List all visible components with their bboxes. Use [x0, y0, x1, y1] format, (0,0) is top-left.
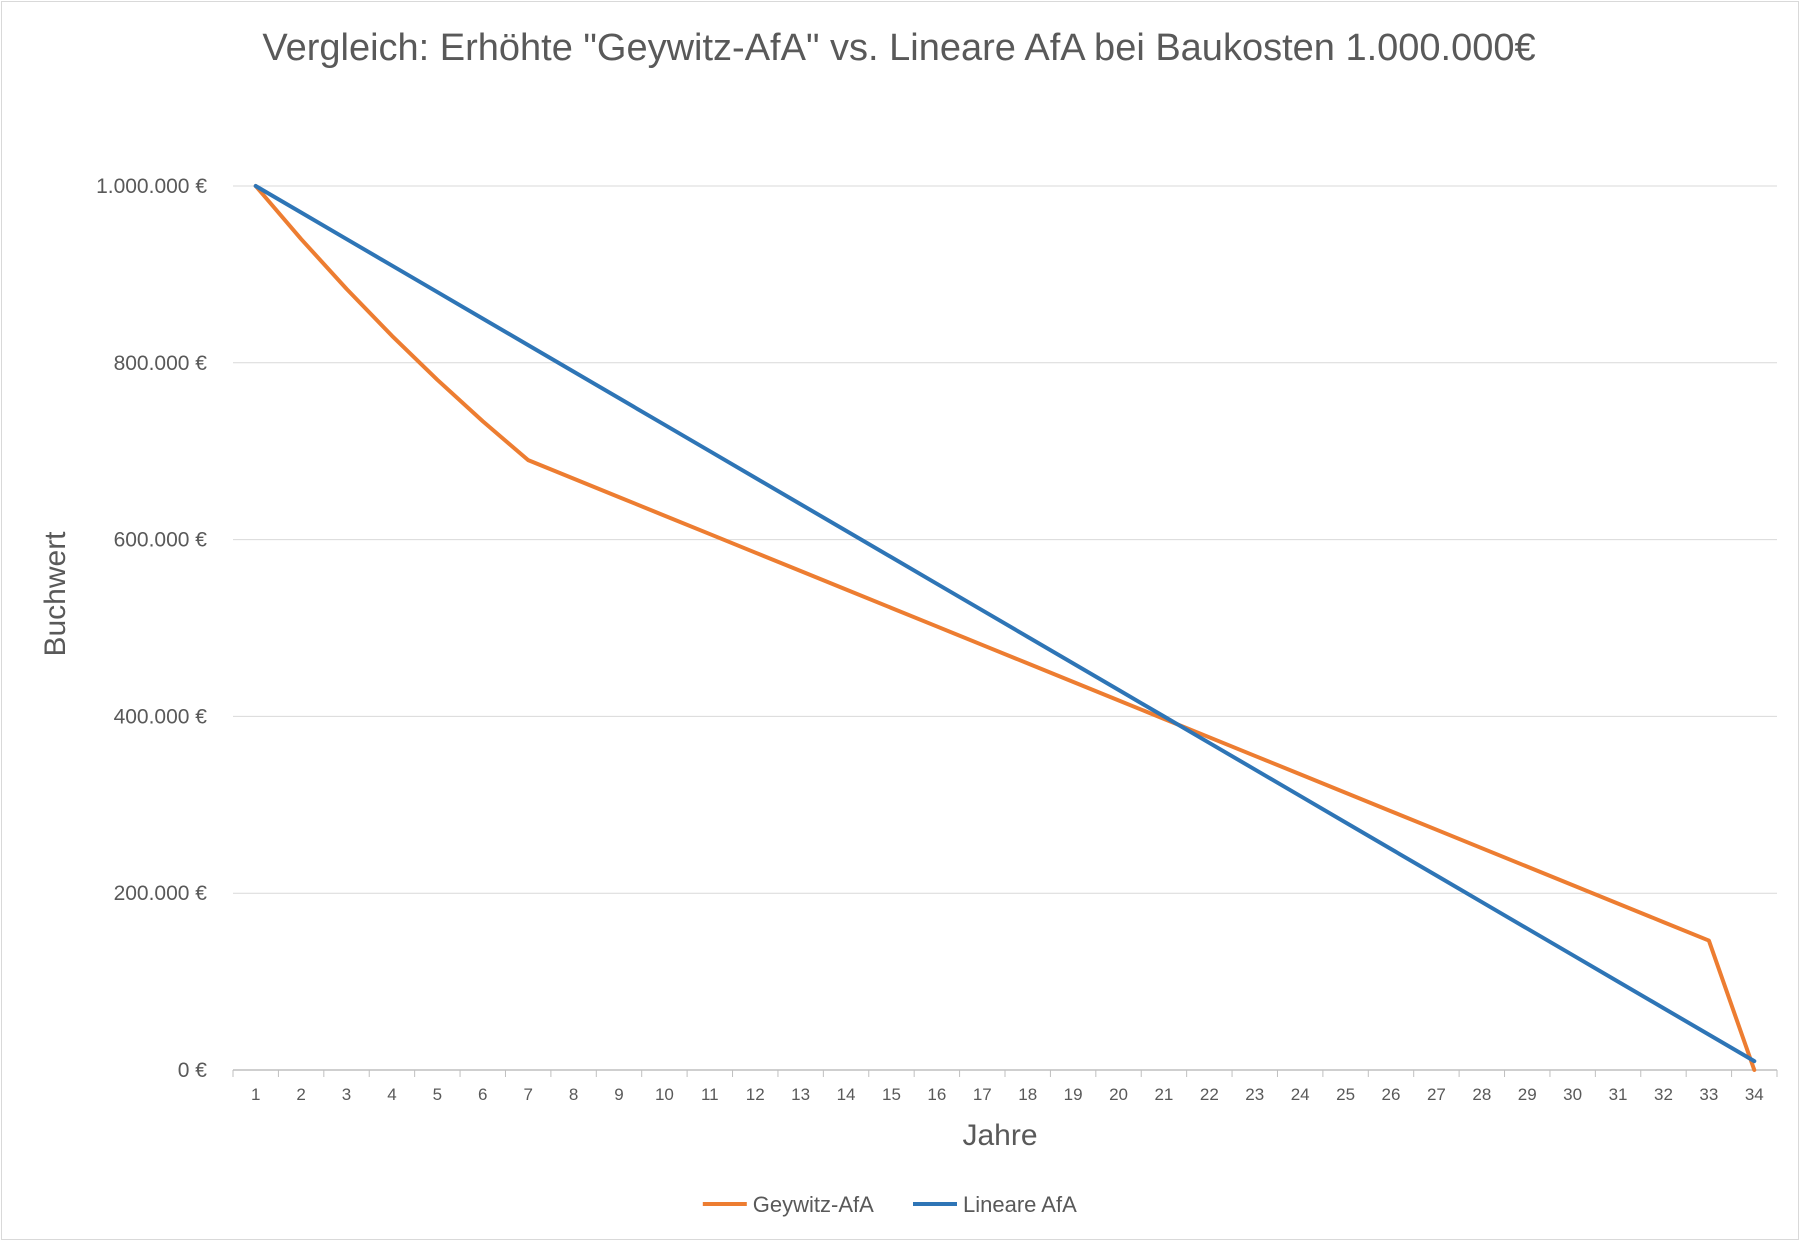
x-tick-label: 22 — [1200, 1085, 1219, 1104]
y-tick-label: 600.000 € — [114, 529, 208, 552]
series-lineare-afa — [253, 184, 1757, 1064]
x-tick-label: 6 — [478, 1085, 487, 1104]
x-tick-label: 33 — [1699, 1085, 1718, 1104]
series-line — [253, 184, 1757, 1064]
x-tick-label: 15 — [882, 1085, 901, 1104]
legend: Geywitz-AfA Lineare AfA — [702, 1192, 1077, 1217]
x-tick-label: 27 — [1427, 1085, 1446, 1104]
legend-item: Lineare AfA — [913, 1192, 1077, 1217]
y-tick-label: 0 € — [178, 1059, 208, 1082]
series-line — [253, 184, 1757, 1072]
x-tick-label: 4 — [387, 1085, 396, 1104]
x-tick-label: 32 — [1654, 1085, 1673, 1104]
x-tick-label: 25 — [1336, 1085, 1355, 1104]
y-tick-label: 800.000 € — [114, 352, 208, 375]
x-tick-label: 20 — [1109, 1085, 1128, 1104]
x-tick-label: 10 — [655, 1085, 674, 1104]
x-tick-label: 30 — [1563, 1085, 1582, 1104]
x-tick-label: 13 — [791, 1085, 810, 1104]
y-tick-label: 400.000 € — [114, 705, 208, 728]
gridlines — [233, 185, 1777, 1071]
series-geywitz-afa — [253, 184, 1757, 1072]
x-tick-label: 19 — [1064, 1085, 1083, 1104]
chart-title: Vergleich: Erhöhte "Geywitz-AfA" vs. Lin… — [262, 27, 1535, 69]
x-tick-label: 17 — [973, 1085, 992, 1104]
y-tick-label: 1.000.000 € — [96, 175, 207, 198]
x-tick-label: 21 — [1154, 1085, 1173, 1104]
x-tick-label: 29 — [1518, 1085, 1537, 1104]
x-tick-label: 26 — [1382, 1085, 1401, 1104]
legend-label: Lineare AfA — [963, 1192, 1077, 1217]
x-tick-label: 24 — [1291, 1085, 1310, 1104]
x-tick-label: 31 — [1609, 1085, 1628, 1104]
x-tick-label: 2 — [296, 1085, 305, 1104]
x-axis-title: Jahre — [962, 1119, 1037, 1152]
x-tick-label: 7 — [523, 1085, 532, 1104]
x-tick-label: 23 — [1245, 1085, 1264, 1104]
x-tick-label: 9 — [614, 1085, 623, 1104]
y-axis-title: Buchwert — [39, 531, 72, 657]
y-axis-ticks: 0 € 200.000 € 400.000 € 600.000 € 800.000 € 1… — [96, 175, 207, 1082]
x-tick-label: 18 — [1018, 1085, 1037, 1104]
x-tick-label: 11 — [701, 1085, 719, 1104]
x-tick-label: 28 — [1472, 1085, 1491, 1104]
x-tick-label: 14 — [837, 1085, 856, 1104]
x-tick-label: 16 — [927, 1085, 946, 1104]
x-tick-label: 3 — [342, 1085, 351, 1104]
x-tick-label: 12 — [746, 1085, 765, 1104]
x-tick-label: 5 — [433, 1085, 442, 1104]
x-tick-label: 8 — [569, 1085, 578, 1104]
legend-item: Geywitz-AfA — [702, 1192, 874, 1217]
x-tick-label: 34 — [1745, 1085, 1764, 1104]
x-tick-label: 1 — [251, 1085, 260, 1104]
x-axis-ticks: 1 2 3 4 5 6 7 8 9 10 11 12 13 14 15 16 17 18 19 20 21 22 23 24 2… — [232, 1070, 1778, 1104]
y-tick-label: 200.000 € — [114, 882, 208, 905]
legend-label: Geywitz-AfA — [753, 1192, 874, 1217]
series-lines — [253, 184, 1757, 1072]
